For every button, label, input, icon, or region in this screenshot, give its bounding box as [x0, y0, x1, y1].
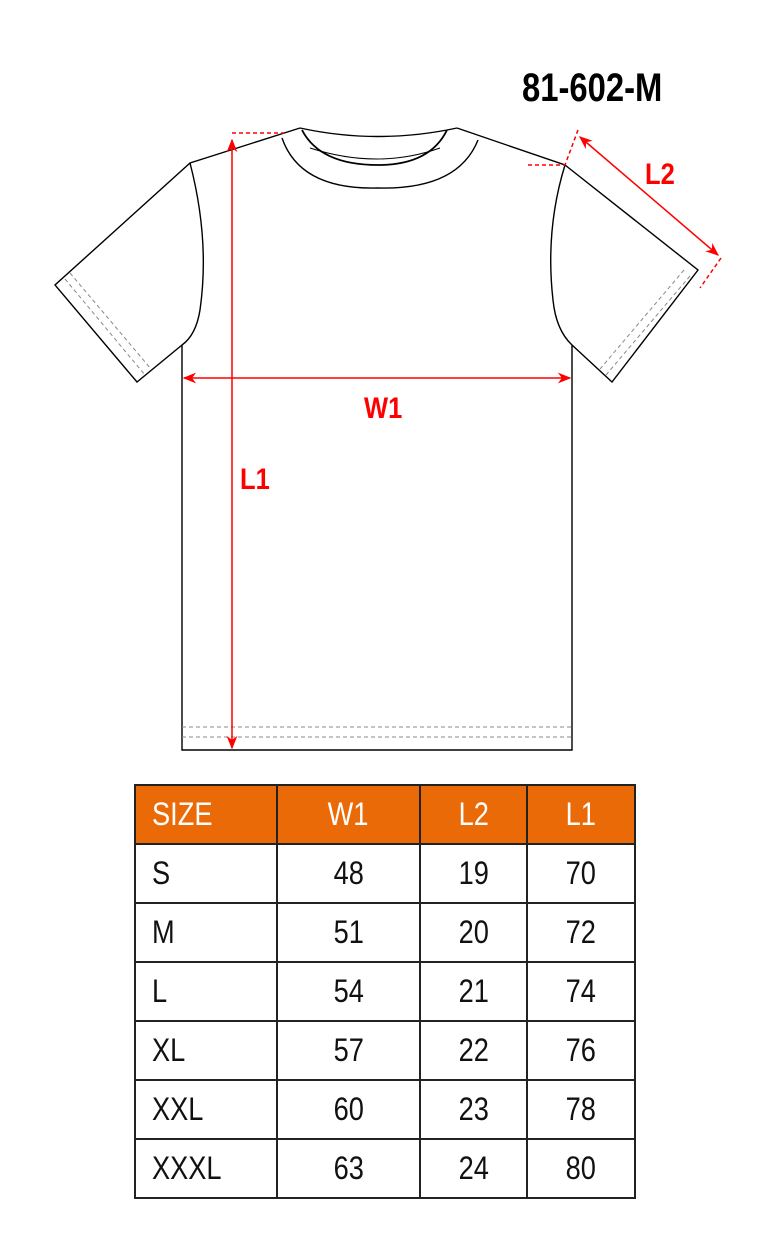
collar-outer: [281, 137, 479, 189]
header-l2: L2: [418, 784, 529, 845]
l2-label: L2: [645, 158, 675, 191]
cell-size: S: [134, 843, 278, 904]
cell-l1: 76: [526, 1020, 636, 1081]
table-row: XL 57 22 76: [134, 1020, 636, 1081]
table-row: L 54 21 74: [134, 961, 636, 1022]
table-header: SIZE W1 L2 L1: [134, 784, 636, 845]
header-w1: W1: [276, 784, 421, 845]
w1-label: W1: [364, 392, 403, 425]
neckline: [299, 127, 458, 138]
cell-l2: 23: [418, 1079, 529, 1140]
cell-l2: 20: [418, 902, 529, 963]
cell-size: M: [134, 902, 278, 963]
cell-l2: 19: [418, 843, 529, 904]
cell-l1: 74: [526, 961, 636, 1022]
cell-w1: 57: [276, 1020, 421, 1081]
cell-l1: 70: [526, 843, 636, 904]
measure-lines: [182, 129, 722, 750]
cell-size: XXL: [134, 1079, 278, 1140]
cell-w1: 60: [276, 1079, 421, 1140]
cell-size: XXXL: [134, 1138, 278, 1199]
table-row: S 48 19 70: [134, 843, 636, 904]
cell-w1: 48: [276, 843, 421, 904]
tshirt-outline: [54, 127, 699, 751]
cell-l2: 22: [418, 1020, 529, 1081]
table-row: M 51 20 72: [134, 902, 636, 963]
header-l1: L1: [526, 784, 636, 845]
cell-size: L: [134, 961, 278, 1022]
product-code: 81-602-M: [522, 66, 663, 110]
cell-w1: 54: [276, 961, 421, 1022]
table-row: XXXL 63 24 80: [134, 1138, 636, 1199]
l2-arrow: [578, 136, 720, 256]
collar-inner: [301, 129, 448, 166]
size-table: SIZE W1 L2 L1 S 48 19 70 M 51 20 72 L 54 21 74 XL…: [134, 784, 636, 1199]
cell-l2: 24: [418, 1138, 529, 1199]
l1-label: L1: [240, 463, 270, 496]
cell-w1: 63: [276, 1138, 421, 1199]
table-row: XXL 60 23 78: [134, 1079, 636, 1140]
tshirt-diagram: [54, 127, 722, 751]
cell-size: XL: [134, 1020, 278, 1081]
cell-l1: 78: [526, 1079, 636, 1140]
header-size: SIZE: [134, 784, 278, 845]
cell-l1: 80: [526, 1138, 636, 1199]
cell-l2: 21: [418, 961, 529, 1022]
cell-w1: 51: [276, 902, 421, 963]
cell-l1: 72: [526, 902, 636, 963]
